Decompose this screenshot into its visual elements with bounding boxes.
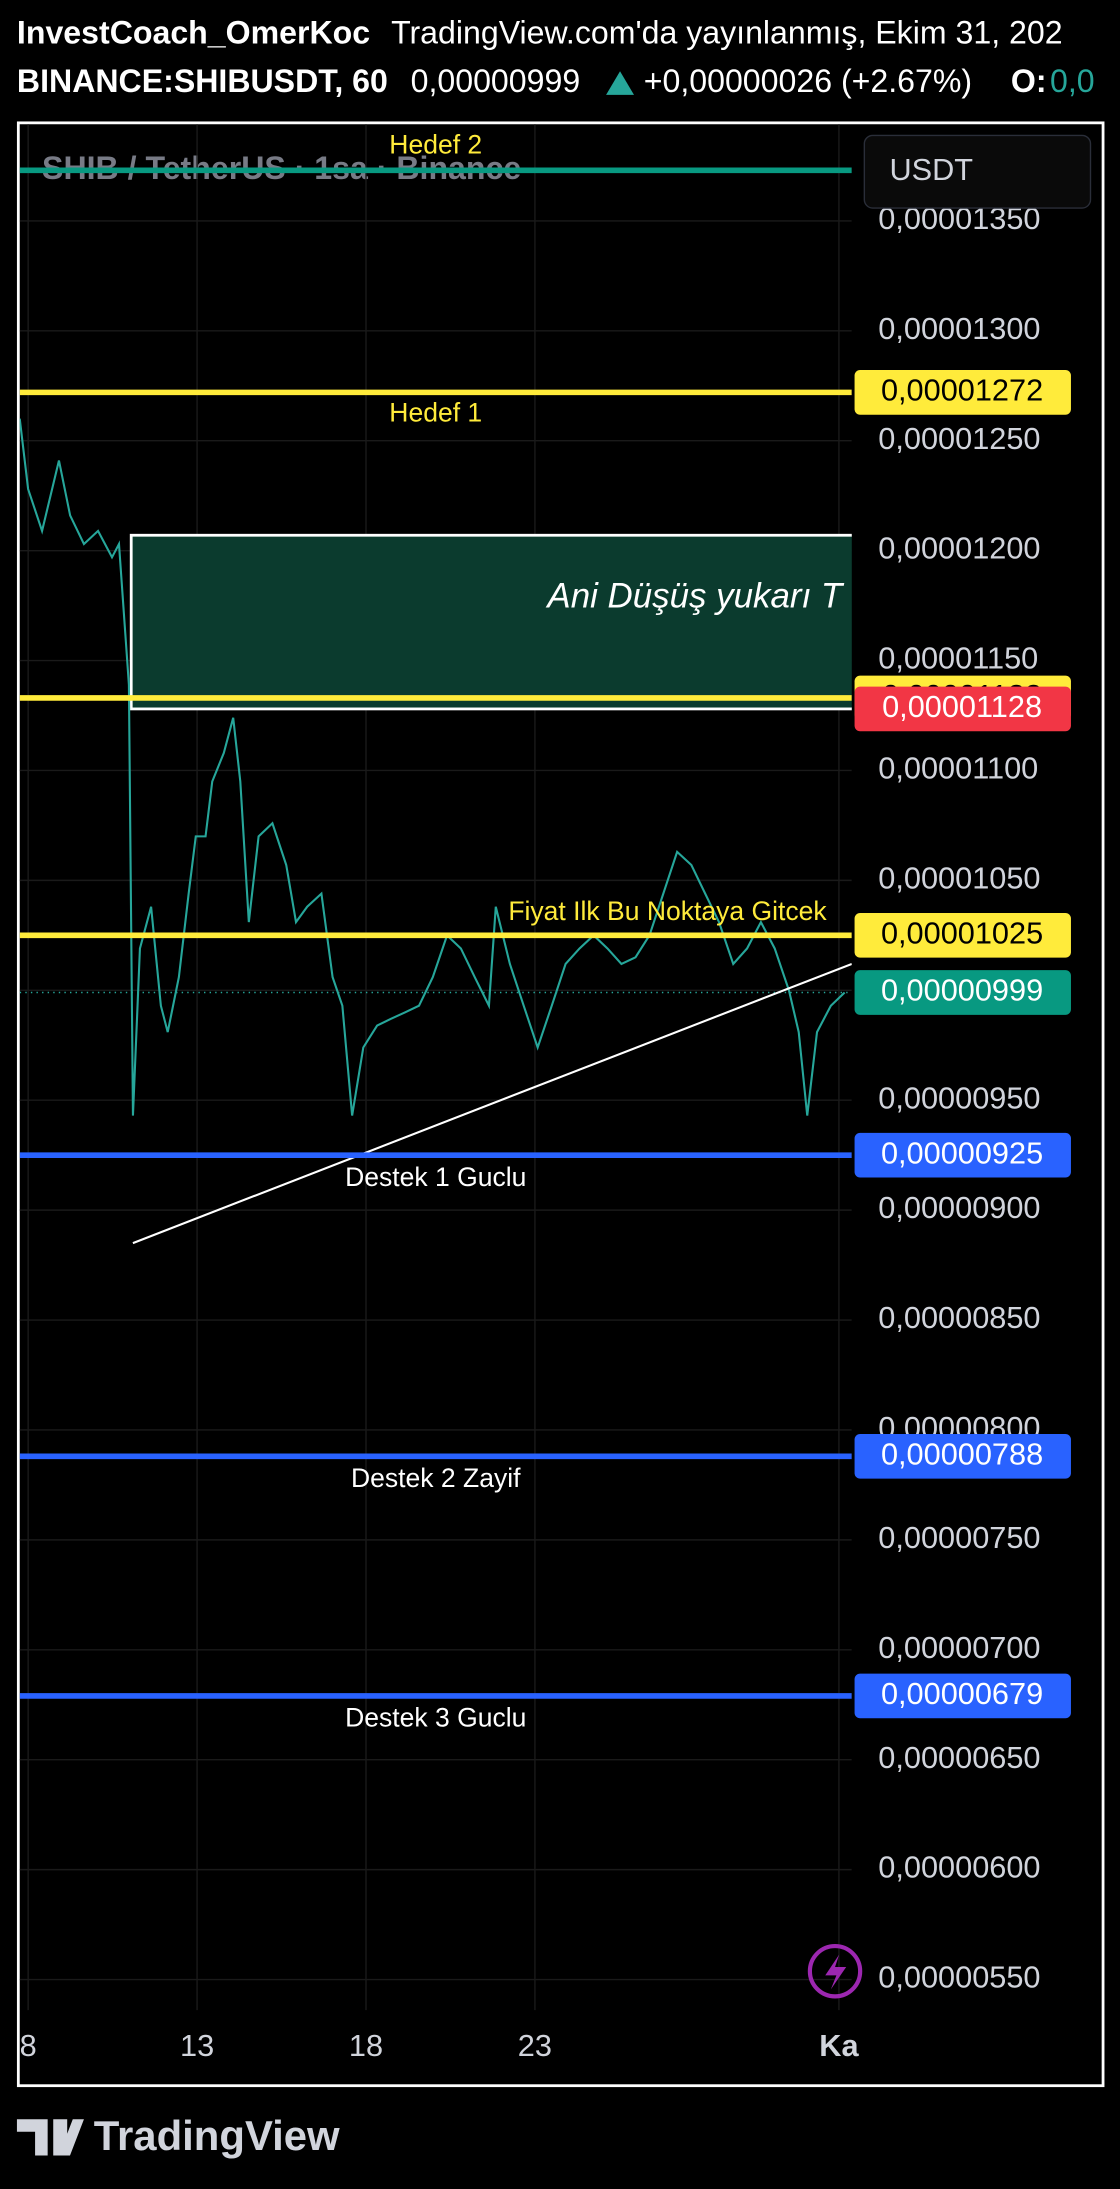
y-tick-label: 0,00001300 [878, 311, 1040, 346]
x-tick-label: 13 [180, 2028, 214, 2063]
price-label: 0,00000788 [881, 1436, 1043, 1471]
zone-box [129, 533, 852, 711]
change: +0,00000026 (+2.67%) [644, 63, 972, 99]
trendline [132, 962, 852, 1245]
y-tick-label: 0,00001200 [878, 531, 1040, 566]
x-tick-label: 18 [349, 2028, 383, 2063]
x-tick-label: 23 [518, 2028, 552, 2063]
price-label-box [854, 686, 1071, 732]
price-label: 0,00001025 [881, 915, 1043, 950]
level-text: Destek 1 Guclu [345, 1162, 526, 1192]
price-label: 0,00000679 [881, 1676, 1043, 1711]
published: TradingView.com'da yayınlanmış, Ekim 31,… [391, 14, 1063, 50]
brand-logo [16, 2119, 84, 2156]
price: 0,00000999 [411, 63, 581, 99]
price-label-box [854, 913, 1071, 958]
up-arrow [606, 71, 634, 95]
price-label-box [854, 1433, 1071, 1479]
open-label: O: [1011, 63, 1047, 99]
lightning-bolt [825, 1954, 847, 1990]
zone-text: Ani Düşüş yukarı T [545, 577, 844, 616]
y-tick-label: 0,00001150 [878, 641, 1038, 676]
y-tick-label: 0,00000900 [878, 1190, 1040, 1225]
x-tick-label: 8 [20, 2028, 37, 2063]
y-tick-label: 0,00000750 [878, 1520, 1040, 1555]
price-label: 0,00000925 [881, 1135, 1043, 1170]
price-label-box [854, 1673, 1071, 1719]
level-text: Hedef 1 [389, 398, 482, 428]
open-value: 0,0 [1050, 63, 1095, 99]
y-tick-label: 0,00001050 [878, 860, 1040, 895]
level-text: Destek 3 Guclu [345, 1703, 526, 1733]
y-tick-label: 0,00000700 [878, 1630, 1040, 1665]
currency-button[interactable] [863, 134, 1092, 209]
y-tick-label: 0,00001100 [878, 751, 1038, 786]
author: InvestCoach_OmerKoc [17, 14, 370, 50]
plot-area: SHIB / TetherUS · 1sa · BinanceAni Düşüş… [19, 124, 852, 2011]
price-label: 0,00000999 [881, 973, 1043, 1008]
y-tick-label: 0,00001250 [878, 421, 1040, 456]
y-tick-label: 0,00000600 [878, 1850, 1040, 1885]
y-tick-label: 0,00000950 [878, 1080, 1040, 1115]
y-tick-label: 0,00000550 [878, 1960, 1040, 1995]
chart-layer: SHIB / TetherUS · 1sa · BinanceAni Düşüş… [19, 124, 1071, 2063]
y-tick-label: 0,00000850 [878, 1300, 1040, 1335]
price-label: 0,00001128 [882, 689, 1042, 724]
level-text: Fiyat Ilk Bu Noktaya Gitcek [508, 896, 827, 926]
price-label: 0,00001272 [881, 372, 1043, 407]
currency-label[interactable]: USDT [889, 152, 973, 187]
price-label-box [854, 1132, 1071, 1178]
price-label-box [854, 970, 1071, 1015]
lightning-icon[interactable] [807, 1943, 863, 1999]
chart-frame [16, 121, 1105, 2088]
brand: TradingView [94, 2112, 340, 2159]
price-line [19, 418, 846, 1116]
price-label-box [854, 370, 1071, 415]
level-text: Destek 2 Zayif [351, 1463, 521, 1493]
x-tick-label: Ka [819, 2028, 859, 2063]
symbol: BINANCE:SHIBUSDT, 60 [17, 63, 388, 99]
level-text: Hedef 2 [389, 130, 482, 160]
y-tick-label: 0,00000650 [878, 1740, 1040, 1775]
